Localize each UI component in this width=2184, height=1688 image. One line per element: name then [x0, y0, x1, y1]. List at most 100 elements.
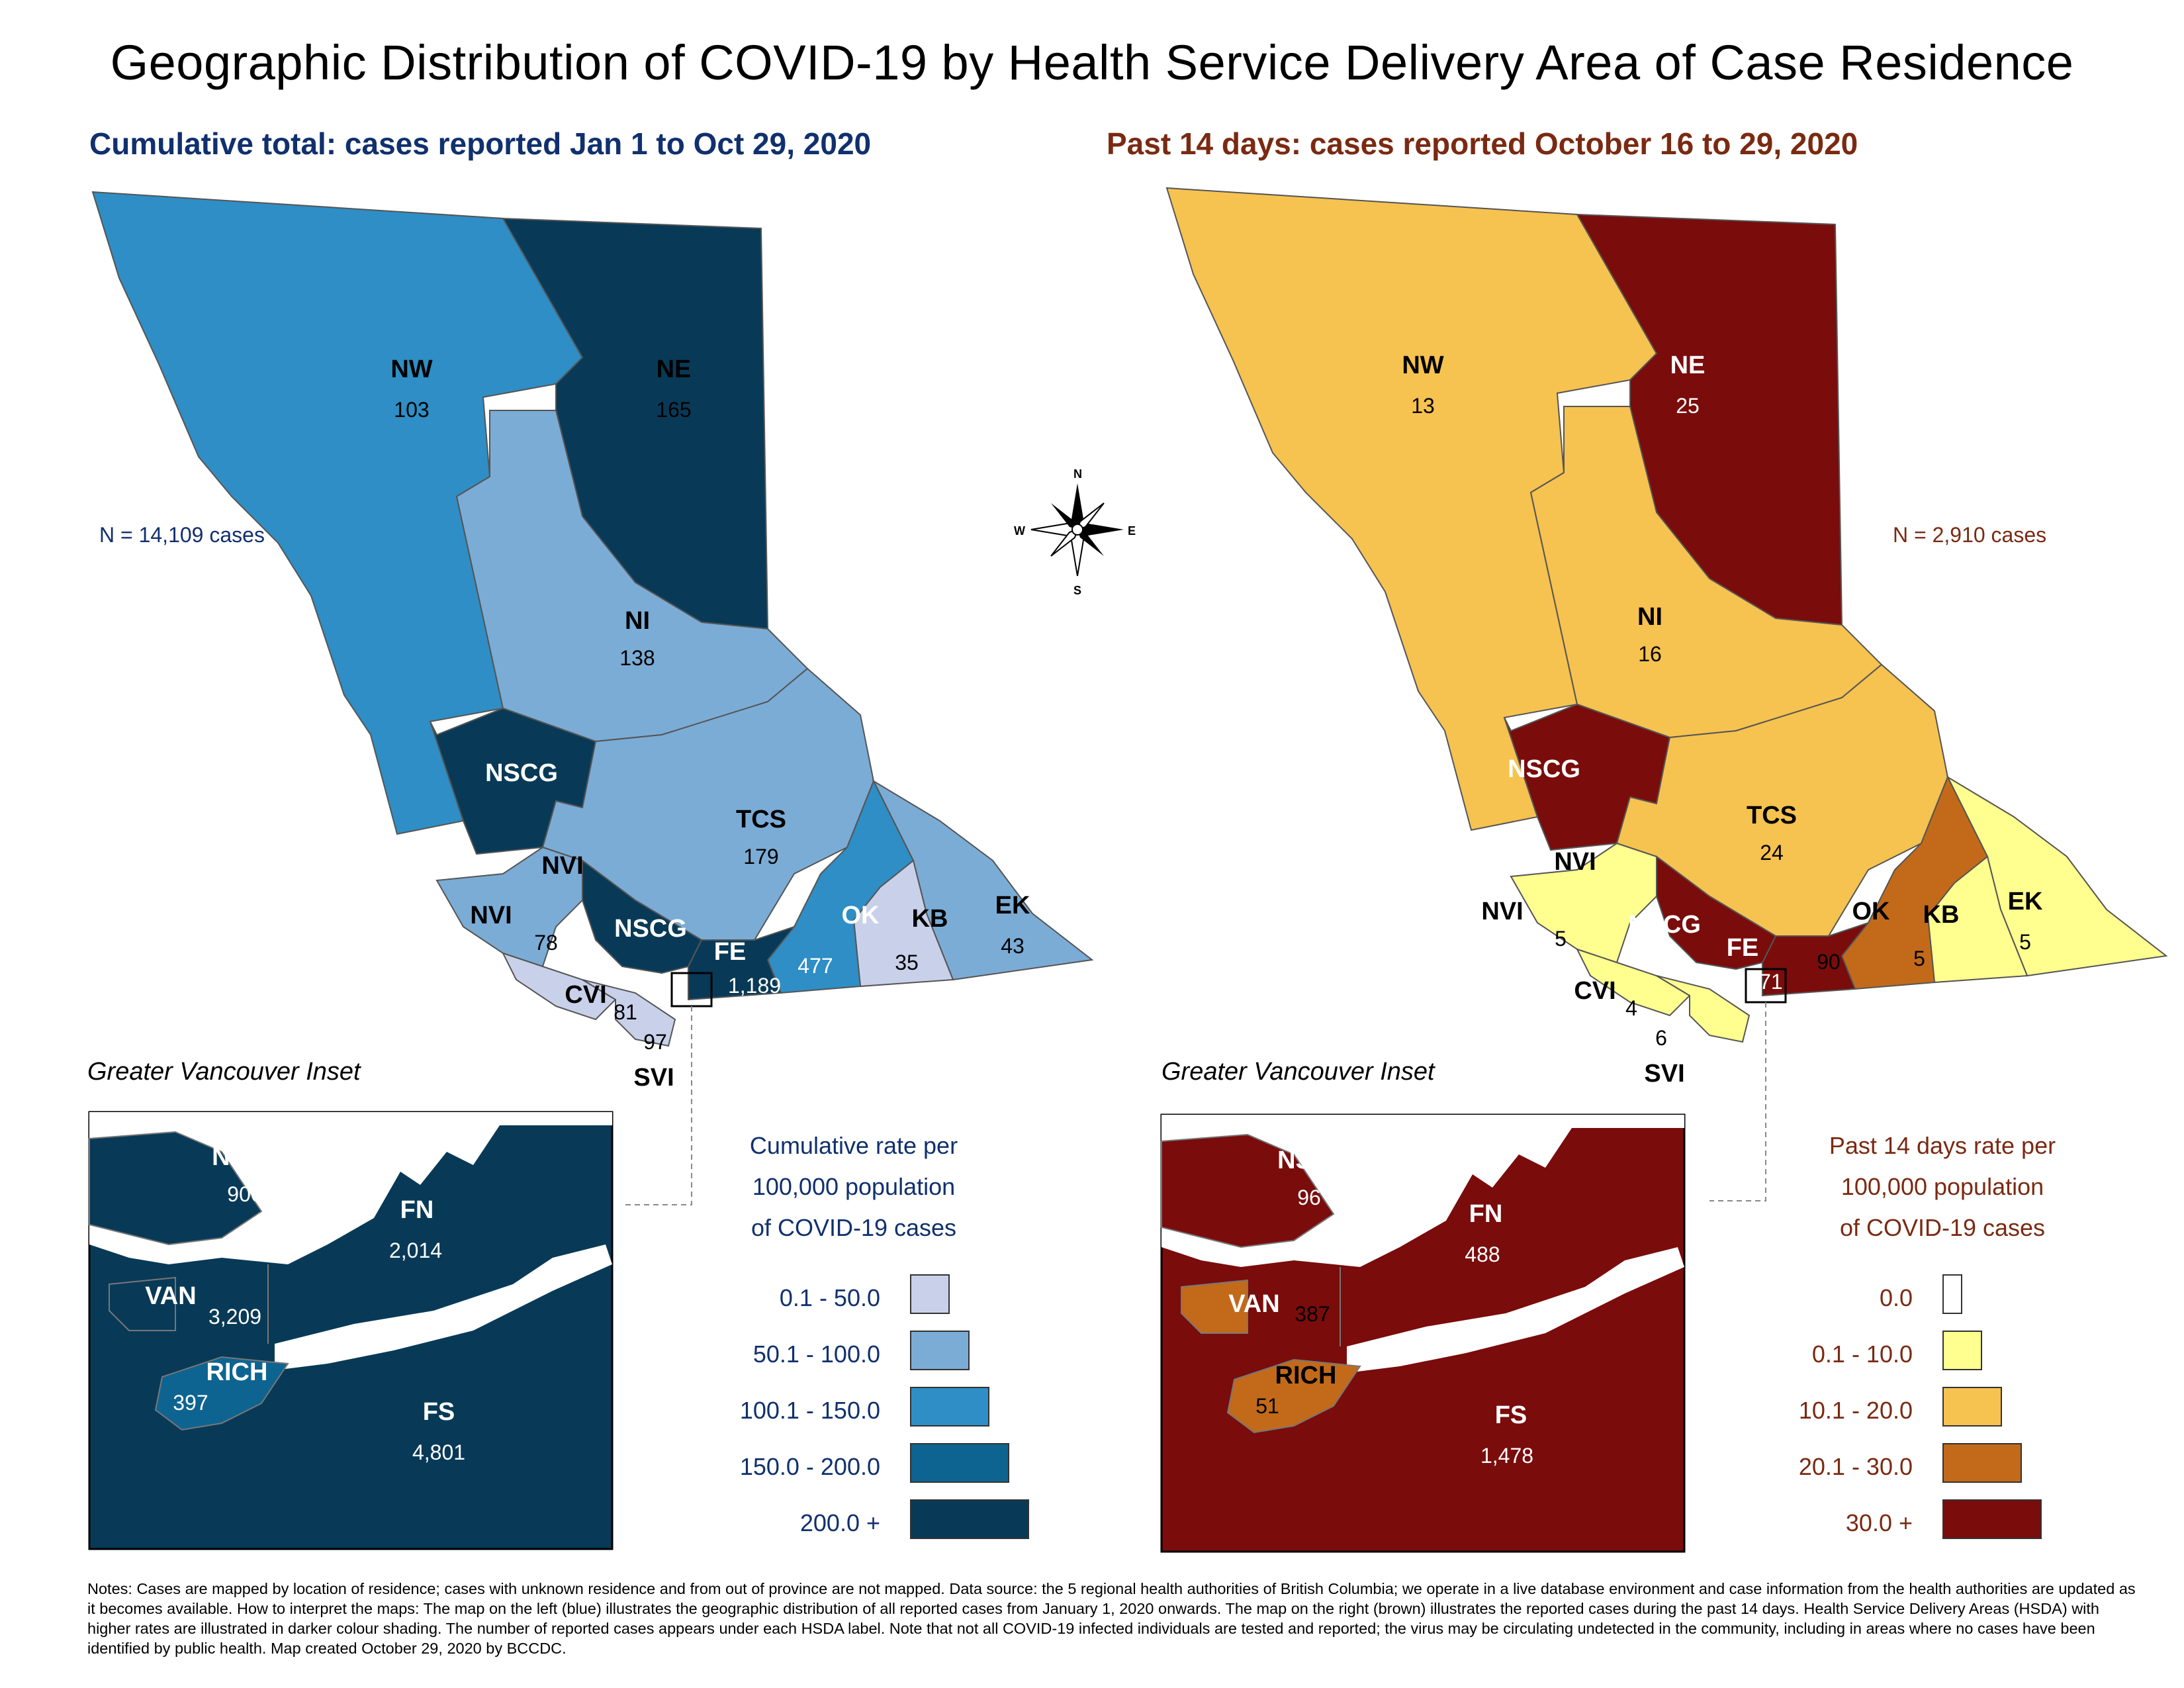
inset-value-fn: 2,014 — [389, 1239, 442, 1262]
right-inset-title: Greater Vancouver Inset — [1161, 1058, 1435, 1086]
inset-van-region[interactable] — [109, 1276, 176, 1331]
label-fe: FE — [714, 938, 747, 966]
right-legend-label: 20.1 - 30.0 — [1798, 1453, 1913, 1480]
region-cvi[interactable] — [1576, 948, 1691, 1017]
inset-value-nscg: 906 — [227, 1182, 262, 1206]
inset-label-van: VAN — [1228, 1290, 1279, 1318]
region-ok[interactable] — [766, 779, 915, 994]
region-nscg-south[interactable] — [1656, 855, 1777, 970]
region-ok[interactable] — [1841, 775, 1989, 990]
right-region-labels: NW 13 NE 25 NI 16 NSCG TCS 24 NVI NVI 5 … — [1402, 352, 2043, 1088]
inset-label-fs: FS — [1495, 1401, 1527, 1429]
inset-value-fn: 488 — [1465, 1243, 1500, 1266]
value-svi: 6 — [1655, 1026, 1667, 1050]
right-legend-label: 0.0 — [1879, 1284, 1913, 1311]
value-tcs: 179 — [743, 845, 778, 868]
right-legend-title-line-3: of COVID-19 cases — [1839, 1214, 2046, 1241]
left-legend-title-line-3: of COVID-19 cases — [751, 1214, 957, 1241]
value-tcs: 24 — [1760, 841, 1784, 865]
right-legend-label: 10.1 - 20.0 — [1798, 1397, 1913, 1424]
value-svi: 97 — [643, 1030, 667, 1054]
label-nscg-south: NSCG — [614, 915, 687, 943]
value-nvi: 78 — [534, 931, 558, 955]
left-region-labels: NW 103 NE 165 NI 138 NSCG TCS 179 NVI NV… — [390, 355, 1030, 1092]
region-nw[interactable] — [1165, 187, 1658, 831]
inset-value-fs: 1,478 — [1480, 1444, 1533, 1468]
right-map-subtitle: Past 14 days: cases reported October 16 … — [1107, 126, 1858, 161]
inset-label-fn: FN — [400, 1196, 434, 1224]
value-nvi: 5 — [1555, 927, 1567, 951]
region-nvi[interactable] — [1510, 842, 1657, 964]
inset-value-van: 3,209 — [208, 1305, 261, 1329]
region-tcs[interactable] — [541, 667, 875, 941]
inset-value-fs: 4,801 — [412, 1440, 465, 1464]
label-cvi: CVI — [565, 981, 606, 1009]
inset-nscg-region[interactable] — [89, 1131, 263, 1246]
value-ni: 138 — [619, 646, 655, 670]
value-cvi: 81 — [614, 1000, 637, 1024]
compass-s: S — [1073, 584, 1081, 597]
region-svi[interactable] — [1656, 975, 1751, 1043]
inset-river — [275, 1244, 612, 1370]
label-fe: FE — [1727, 934, 1759, 962]
region-tcs[interactable] — [1615, 663, 1949, 937]
label-nscg-south: NSCG — [1628, 911, 1701, 939]
inset-label-fn: FN — [1469, 1200, 1503, 1228]
region-cvi[interactable] — [502, 952, 617, 1021]
value-nw: 103 — [394, 398, 429, 422]
page-title: Geographic Distribution of COVID-19 by H… — [110, 35, 2074, 90]
inset-van-region[interactable] — [1181, 1279, 1248, 1334]
inset-value-van: 387 — [1295, 1302, 1330, 1326]
value-ni: 16 — [1638, 642, 1662, 666]
region-nscg-south[interactable] — [582, 859, 703, 974]
inset-label-rich: RICH — [206, 1358, 268, 1386]
left-map — [91, 191, 1094, 1205]
label-nvi-north: NVI — [1554, 848, 1596, 876]
inset-rich-region[interactable] — [1226, 1358, 1361, 1434]
value-fe: 1,189 — [728, 974, 781, 998]
left-legend-swatch — [910, 1331, 970, 1370]
right-legend-swatch — [1942, 1443, 2022, 1483]
inset-label-nscg: NSCG — [212, 1143, 285, 1171]
right-legend-swatch — [1942, 1274, 1962, 1314]
compass-rose-icon: N S E W — [1014, 467, 1136, 597]
value-fe: 171 — [1747, 970, 1782, 994]
label-ni: NI — [625, 607, 650, 635]
left-map-subtitle: Cumulative total: cases reported Jan 1 t… — [89, 126, 872, 161]
inset-rich-region[interactable] — [154, 1356, 289, 1431]
left-inset — [88, 1111, 614, 1550]
inset-label-rich: RICH — [1275, 1362, 1337, 1389]
label-kb: KB — [912, 905, 948, 933]
label-nvi: NVI — [470, 902, 512, 929]
left-inset-labels: NSCG 906 FN 2,014 VAN 3,209 RICH 397 FS … — [145, 1143, 465, 1464]
compass-w: W — [1014, 524, 1025, 538]
right-inset — [1160, 1113, 1686, 1553]
inset-value-nscg: 96 — [1297, 1186, 1321, 1209]
inset-label-nscg: NSCG — [1277, 1147, 1350, 1174]
label-ek: EK — [995, 892, 1030, 919]
value-kb: 5 — [1913, 947, 1925, 970]
label-ne: NE — [657, 355, 692, 383]
label-nw: NW — [1402, 352, 1443, 379]
left-legend-swatch — [910, 1499, 1029, 1539]
value-ek: 5 — [2019, 930, 2031, 954]
left-legend-label: 0.1 - 50.0 — [779, 1284, 880, 1311]
left-legend-swatch — [910, 1443, 1009, 1483]
value-ek: 43 — [1001, 934, 1024, 958]
inset-nscg-region[interactable] — [1161, 1133, 1335, 1248]
value-ne: 165 — [656, 398, 691, 422]
label-kb: KB — [1923, 901, 1960, 929]
region-nvi[interactable] — [435, 846, 583, 968]
right-legend-swatch — [1942, 1331, 1982, 1370]
label-tcs: TCS — [1747, 802, 1797, 829]
region-fe[interactable] — [1762, 921, 1870, 997]
label-ek: EK — [2008, 888, 2043, 915]
inset-value-rich: 397 — [173, 1391, 208, 1415]
left-legend-title: Cumulative rate per 100,000 population o… — [735, 1125, 973, 1248]
label-ok: OK — [842, 902, 880, 929]
region-svi[interactable] — [582, 979, 676, 1047]
region-nw[interactable] — [91, 191, 584, 835]
right-legend-label: 0.1 - 10.0 — [1811, 1340, 1913, 1368]
region-fe[interactable] — [688, 925, 796, 1001]
